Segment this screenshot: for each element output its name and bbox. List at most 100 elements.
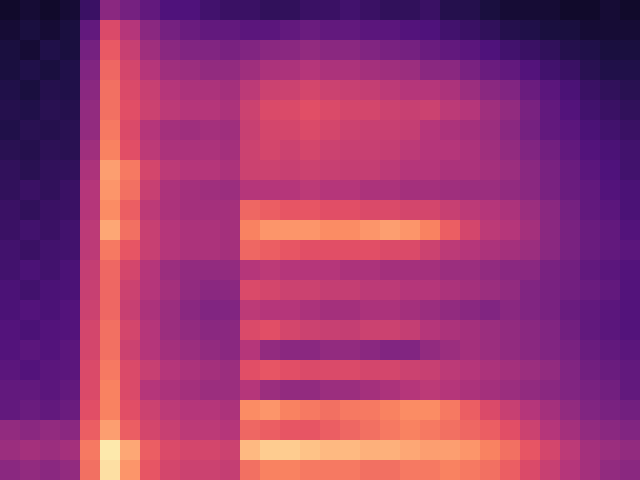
cell: [600, 140, 621, 161]
cell: [60, 20, 81, 41]
cell: [160, 140, 181, 161]
cell: [120, 280, 141, 301]
cell: [200, 240, 221, 261]
cell: [360, 180, 381, 201]
cell: [520, 140, 541, 161]
cell: [560, 460, 581, 480]
cell: [460, 280, 481, 301]
cell: [80, 320, 101, 341]
cell: [100, 80, 121, 101]
cell: [360, 100, 381, 121]
cell: [300, 340, 321, 361]
cell: [360, 400, 381, 421]
cell: [440, 100, 461, 121]
cell: [340, 400, 361, 421]
cell: [380, 420, 401, 441]
cell: [200, 120, 221, 141]
cell: [460, 320, 481, 341]
cell: [520, 380, 541, 401]
cell: [300, 380, 321, 401]
cell: [220, 220, 241, 241]
cell: [220, 160, 241, 181]
cell: [440, 260, 461, 281]
cell: [80, 160, 101, 181]
cell: [280, 280, 301, 301]
cell: [420, 40, 441, 61]
cell: [320, 280, 341, 301]
cell: [620, 200, 640, 221]
cell: [380, 0, 401, 21]
cell: [280, 240, 301, 261]
cell: [140, 80, 161, 101]
cell: [620, 80, 640, 101]
cell: [80, 220, 101, 241]
cell: [460, 460, 481, 480]
cell: [460, 340, 481, 361]
cell: [360, 200, 381, 221]
cell: [120, 400, 141, 421]
cell: [40, 460, 61, 480]
cell: [20, 420, 41, 441]
cell: [460, 380, 481, 401]
cell: [140, 400, 161, 421]
cell: [180, 460, 201, 480]
cell: [40, 80, 61, 101]
cell: [580, 320, 601, 341]
cell: [480, 0, 501, 21]
cell: [200, 40, 221, 61]
cell: [360, 20, 381, 41]
cell: [320, 120, 341, 141]
cell: [280, 420, 301, 441]
cell: [560, 0, 581, 21]
cell: [80, 180, 101, 201]
cell: [120, 140, 141, 161]
cell: [0, 220, 21, 241]
cell: [260, 320, 281, 341]
cell: [200, 100, 221, 121]
cell: [40, 320, 61, 341]
cell: [520, 60, 541, 81]
cell: [120, 300, 141, 321]
cell: [320, 20, 341, 41]
cell: [400, 440, 421, 461]
cell: [220, 320, 241, 341]
cell: [240, 220, 261, 241]
cell: [20, 340, 41, 361]
cell: [380, 300, 401, 321]
cell: [80, 240, 101, 261]
cell: [360, 220, 381, 241]
cell: [40, 440, 61, 461]
cell: [360, 140, 381, 161]
cell: [140, 100, 161, 121]
cell: [600, 100, 621, 121]
cell: [300, 220, 321, 241]
cell: [300, 200, 321, 221]
cell: [80, 460, 101, 480]
cell: [220, 120, 241, 141]
cell: [100, 300, 121, 321]
cell: [120, 440, 141, 461]
cell: [80, 300, 101, 321]
cell: [0, 380, 21, 401]
cell: [120, 180, 141, 201]
cell: [560, 260, 581, 281]
cell: [260, 340, 281, 361]
cell: [600, 320, 621, 341]
cell: [220, 280, 241, 301]
cell: [460, 40, 481, 61]
cell: [580, 60, 601, 81]
cell: [260, 240, 281, 261]
cell: [580, 300, 601, 321]
cell: [440, 180, 461, 201]
cell: [580, 340, 601, 361]
cell: [120, 260, 141, 281]
cell: [500, 360, 521, 381]
cell: [460, 60, 481, 81]
cell: [100, 140, 121, 161]
cell: [0, 360, 21, 381]
cell: [320, 240, 341, 261]
cell: [480, 240, 501, 261]
cell: [420, 340, 441, 361]
cell: [340, 40, 361, 61]
cell: [280, 20, 301, 41]
